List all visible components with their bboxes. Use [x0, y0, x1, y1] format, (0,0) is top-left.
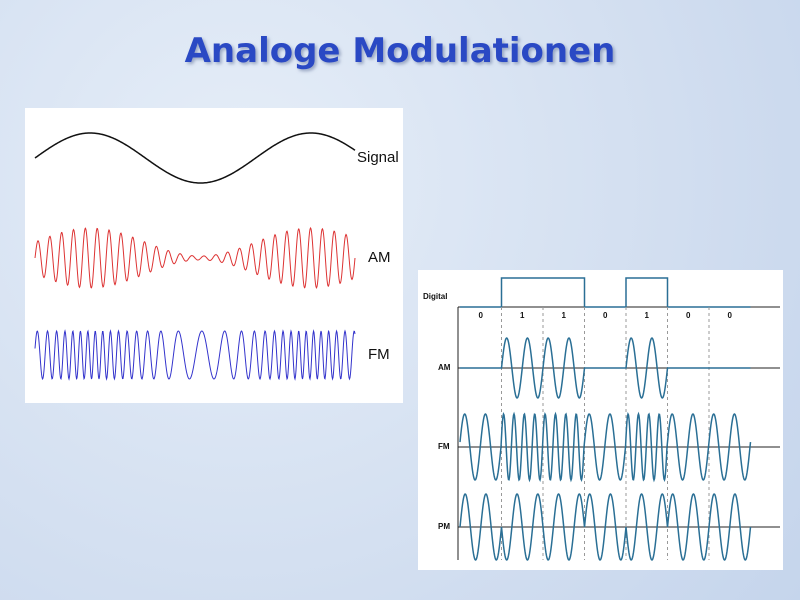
bit-label: 0: [479, 311, 484, 320]
wave-label: FM: [368, 346, 390, 363]
modulated-wave: [460, 337, 751, 399]
slide-title: Analoge Modulationen: [185, 31, 616, 71]
digital-wave: [460, 277, 751, 308]
bit-label: 1: [645, 311, 650, 320]
digital-label: Digital: [423, 292, 447, 301]
wave-label: Signal: [357, 149, 399, 166]
wave-label: AM: [368, 249, 391, 266]
am-wave: [34, 226, 356, 289]
bit-label: 1: [562, 311, 567, 320]
modulated-wave: [459, 493, 752, 561]
row-label: AM: [438, 363, 451, 372]
bit-label: 0: [686, 311, 691, 320]
modulated-wave: [459, 411, 752, 483]
fm-wave: [34, 329, 356, 381]
waveforms: Signal AM FM Digital 0 1 1 0 1 0 0 AM FM PM: [34, 132, 780, 561]
digital-panel: [418, 270, 783, 570]
row-label: FM: [438, 442, 450, 451]
row-label: PM: [438, 522, 450, 531]
bit-label: 0: [603, 311, 608, 320]
bit-label: 1: [520, 311, 525, 320]
signal-wave: [34, 132, 356, 184]
bit-label: 0: [728, 311, 733, 320]
